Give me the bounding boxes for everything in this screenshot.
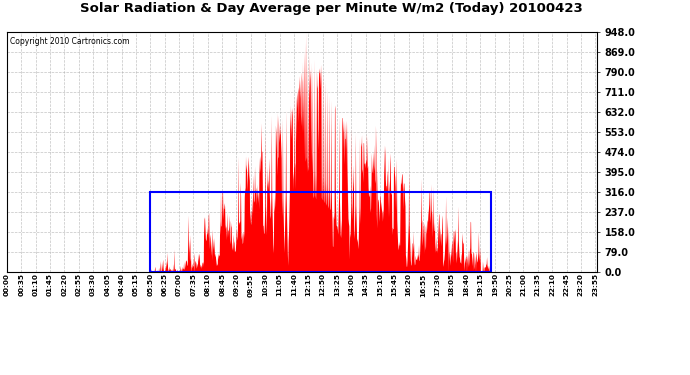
Text: Solar Radiation & Day Average per Minute W/m2 (Today) 20100423: Solar Radiation & Day Average per Minute… [80, 2, 582, 15]
Bar [150, 192, 491, 272]
Text: Copyright 2010 Cartronics.com: Copyright 2010 Cartronics.com [10, 37, 129, 46]
